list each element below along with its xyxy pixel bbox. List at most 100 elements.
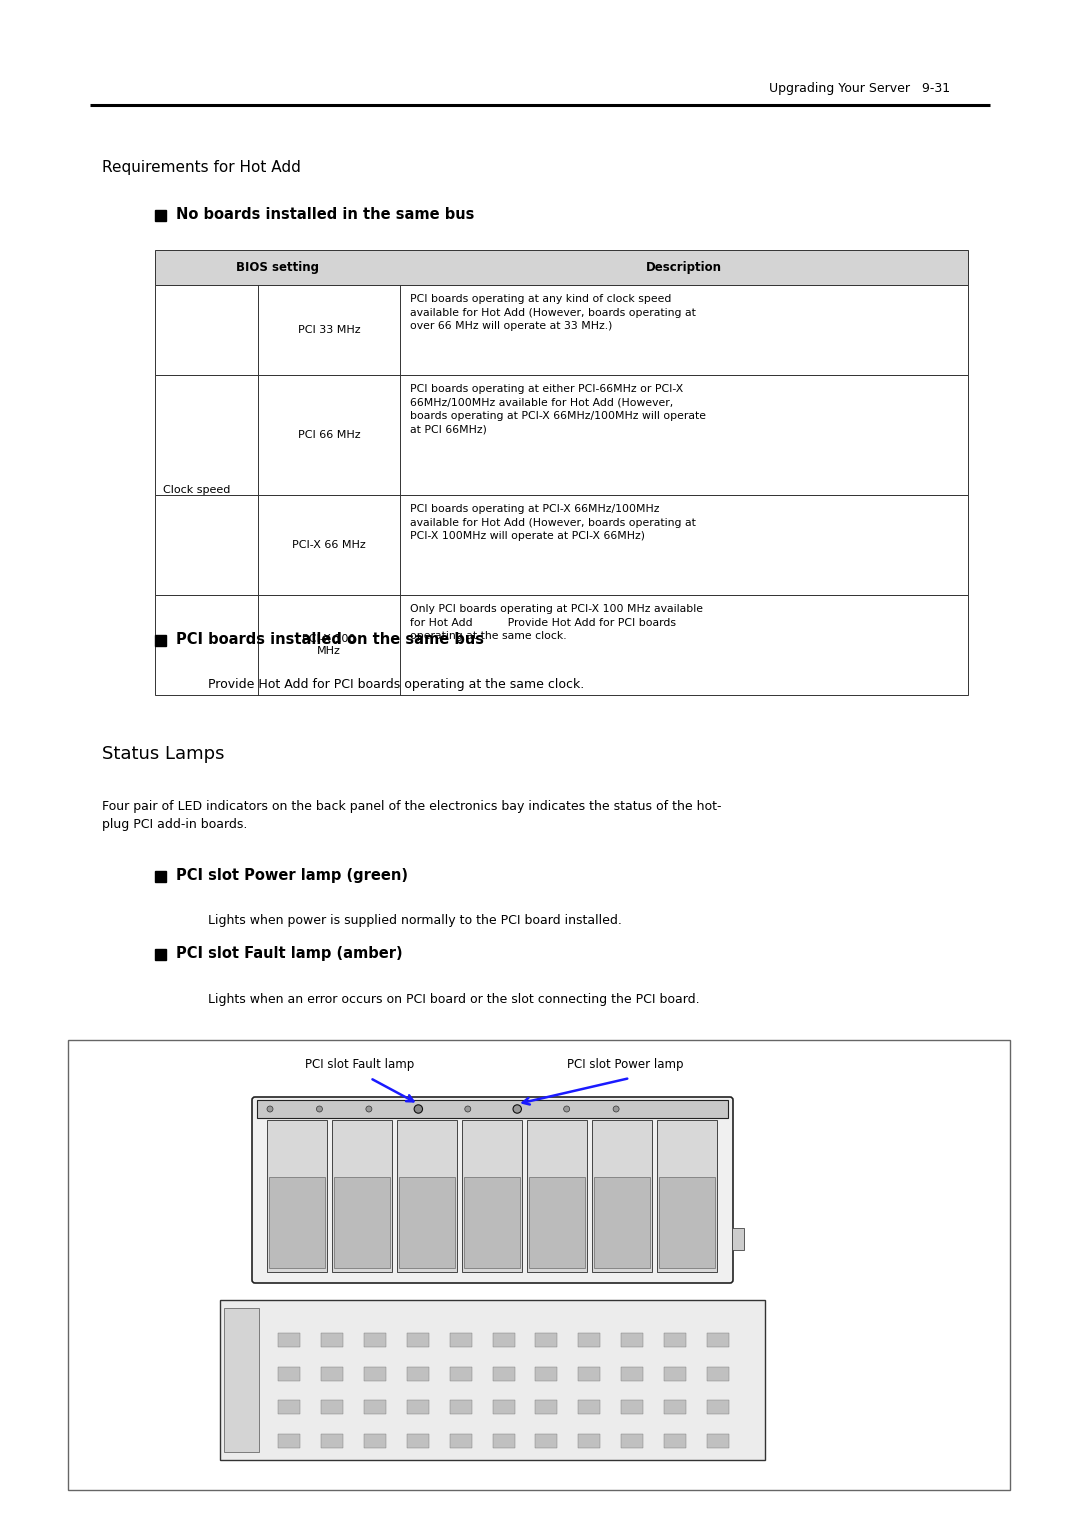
Text: Description: Description <box>646 261 723 275</box>
Bar <box>492 1434 514 1448</box>
Bar <box>707 1366 729 1381</box>
Bar <box>449 1332 472 1347</box>
Text: Lights when power is supplied normally to the PCI board installed.: Lights when power is supplied normally t… <box>208 914 622 926</box>
Text: No boards installed in the same bus: No boards installed in the same bus <box>176 208 474 221</box>
Bar <box>156 209 166 220</box>
Text: PCI-X 100
MHz: PCI-X 100 MHz <box>302 635 355 656</box>
Bar <box>399 1177 456 1268</box>
Text: PCI slot Fault lamp: PCI slot Fault lamp <box>306 1058 415 1071</box>
Bar <box>462 1120 523 1273</box>
Text: Status Lamps: Status Lamps <box>102 745 225 763</box>
Bar <box>321 1401 342 1415</box>
Bar <box>269 1177 325 1268</box>
Bar <box>621 1366 644 1381</box>
Bar <box>321 1366 342 1381</box>
Circle shape <box>564 1106 569 1112</box>
Circle shape <box>514 1106 521 1112</box>
Circle shape <box>267 1106 273 1112</box>
Bar <box>657 1120 717 1273</box>
Bar <box>156 250 968 285</box>
Text: Four pair of LED indicators on the back panel of the electronics bay indicates t: Four pair of LED indicators on the back … <box>102 800 721 832</box>
Bar <box>464 1177 521 1268</box>
Text: Clock speed: Clock speed <box>163 485 230 494</box>
Bar <box>156 595 968 694</box>
Bar <box>664 1366 686 1381</box>
Bar <box>334 1177 390 1268</box>
Bar <box>707 1332 729 1347</box>
Bar <box>397 1120 457 1273</box>
Bar <box>578 1434 600 1448</box>
Bar <box>364 1401 386 1415</box>
Bar <box>321 1434 342 1448</box>
Text: PCI boards operating at any kind of clock speed
available for Hot Add (However, : PCI boards operating at any kind of cloc… <box>410 295 696 331</box>
FancyBboxPatch shape <box>252 1097 733 1283</box>
Bar <box>578 1366 600 1381</box>
Bar <box>621 1434 644 1448</box>
Bar <box>492 1332 514 1347</box>
Bar <box>235 1332 257 1347</box>
Bar <box>707 1434 729 1448</box>
Bar <box>407 1366 429 1381</box>
Bar <box>364 1434 386 1448</box>
Bar <box>220 1300 765 1460</box>
Bar <box>621 1401 644 1415</box>
Text: PCI 66 MHz: PCI 66 MHz <box>298 430 361 439</box>
Bar <box>492 1401 514 1415</box>
Bar <box>364 1366 386 1381</box>
Bar <box>267 1120 327 1273</box>
Bar <box>235 1366 257 1381</box>
Bar <box>592 1120 652 1273</box>
Text: Lights when an error occurs on PCI board or the slot connecting the PCI board.: Lights when an error occurs on PCI board… <box>208 993 700 1006</box>
Text: PCI boards operating at PCI-X 66MHz/100MHz
available for Hot Add (However, board: PCI boards operating at PCI-X 66MHz/100M… <box>410 504 696 542</box>
Bar <box>527 1120 588 1273</box>
Text: Upgrading Your Server   9-31: Upgrading Your Server 9-31 <box>769 82 950 95</box>
Bar <box>156 635 166 645</box>
Text: PCI slot Fault lamp (amber): PCI slot Fault lamp (amber) <box>176 946 403 961</box>
Text: PCI-X 66 MHz: PCI-X 66 MHz <box>292 540 366 549</box>
Text: Requirements for Hot Add: Requirements for Hot Add <box>102 160 301 175</box>
Bar <box>278 1434 300 1448</box>
Bar <box>278 1401 300 1415</box>
Circle shape <box>414 1105 422 1112</box>
Circle shape <box>366 1106 372 1112</box>
Circle shape <box>464 1106 471 1112</box>
Text: PCI boards operating at either PCI-66MHz or PCI-X
66MHz/100MHz available for Hot: PCI boards operating at either PCI-66MHz… <box>410 385 706 435</box>
Bar <box>449 1401 472 1415</box>
Bar <box>594 1177 650 1268</box>
Bar <box>529 1177 585 1268</box>
Bar <box>578 1401 600 1415</box>
Bar <box>732 1228 744 1250</box>
Bar <box>578 1332 600 1347</box>
Bar <box>536 1332 557 1347</box>
Text: PCI boards installed on the same bus: PCI boards installed on the same bus <box>176 632 484 647</box>
Bar <box>321 1332 342 1347</box>
Bar <box>235 1434 257 1448</box>
Bar <box>536 1401 557 1415</box>
Bar <box>156 494 968 595</box>
Bar <box>364 1332 386 1347</box>
Bar <box>68 1041 1010 1489</box>
Circle shape <box>316 1106 323 1112</box>
Bar <box>664 1332 686 1347</box>
Bar <box>235 1401 257 1415</box>
Text: Only PCI boards operating at PCI-X 100 MHz available
for Hot Add          Provid: Only PCI boards operating at PCI-X 100 M… <box>410 604 703 641</box>
Bar <box>536 1366 557 1381</box>
Bar <box>156 949 166 960</box>
Bar <box>156 375 968 494</box>
Bar <box>156 285 968 375</box>
Bar <box>407 1332 429 1347</box>
Circle shape <box>513 1105 522 1112</box>
Bar <box>664 1434 686 1448</box>
Circle shape <box>613 1106 619 1112</box>
Bar <box>407 1401 429 1415</box>
Bar <box>278 1332 300 1347</box>
Bar <box>659 1177 715 1268</box>
Bar <box>492 1366 514 1381</box>
Bar <box>156 870 166 882</box>
Bar <box>449 1434 472 1448</box>
Text: PCI slot Power lamp: PCI slot Power lamp <box>567 1058 684 1071</box>
Bar <box>224 1308 259 1453</box>
Text: BIOS setting: BIOS setting <box>237 261 319 275</box>
Text: PCI 33 MHz: PCI 33 MHz <box>298 325 361 336</box>
Bar <box>621 1332 644 1347</box>
